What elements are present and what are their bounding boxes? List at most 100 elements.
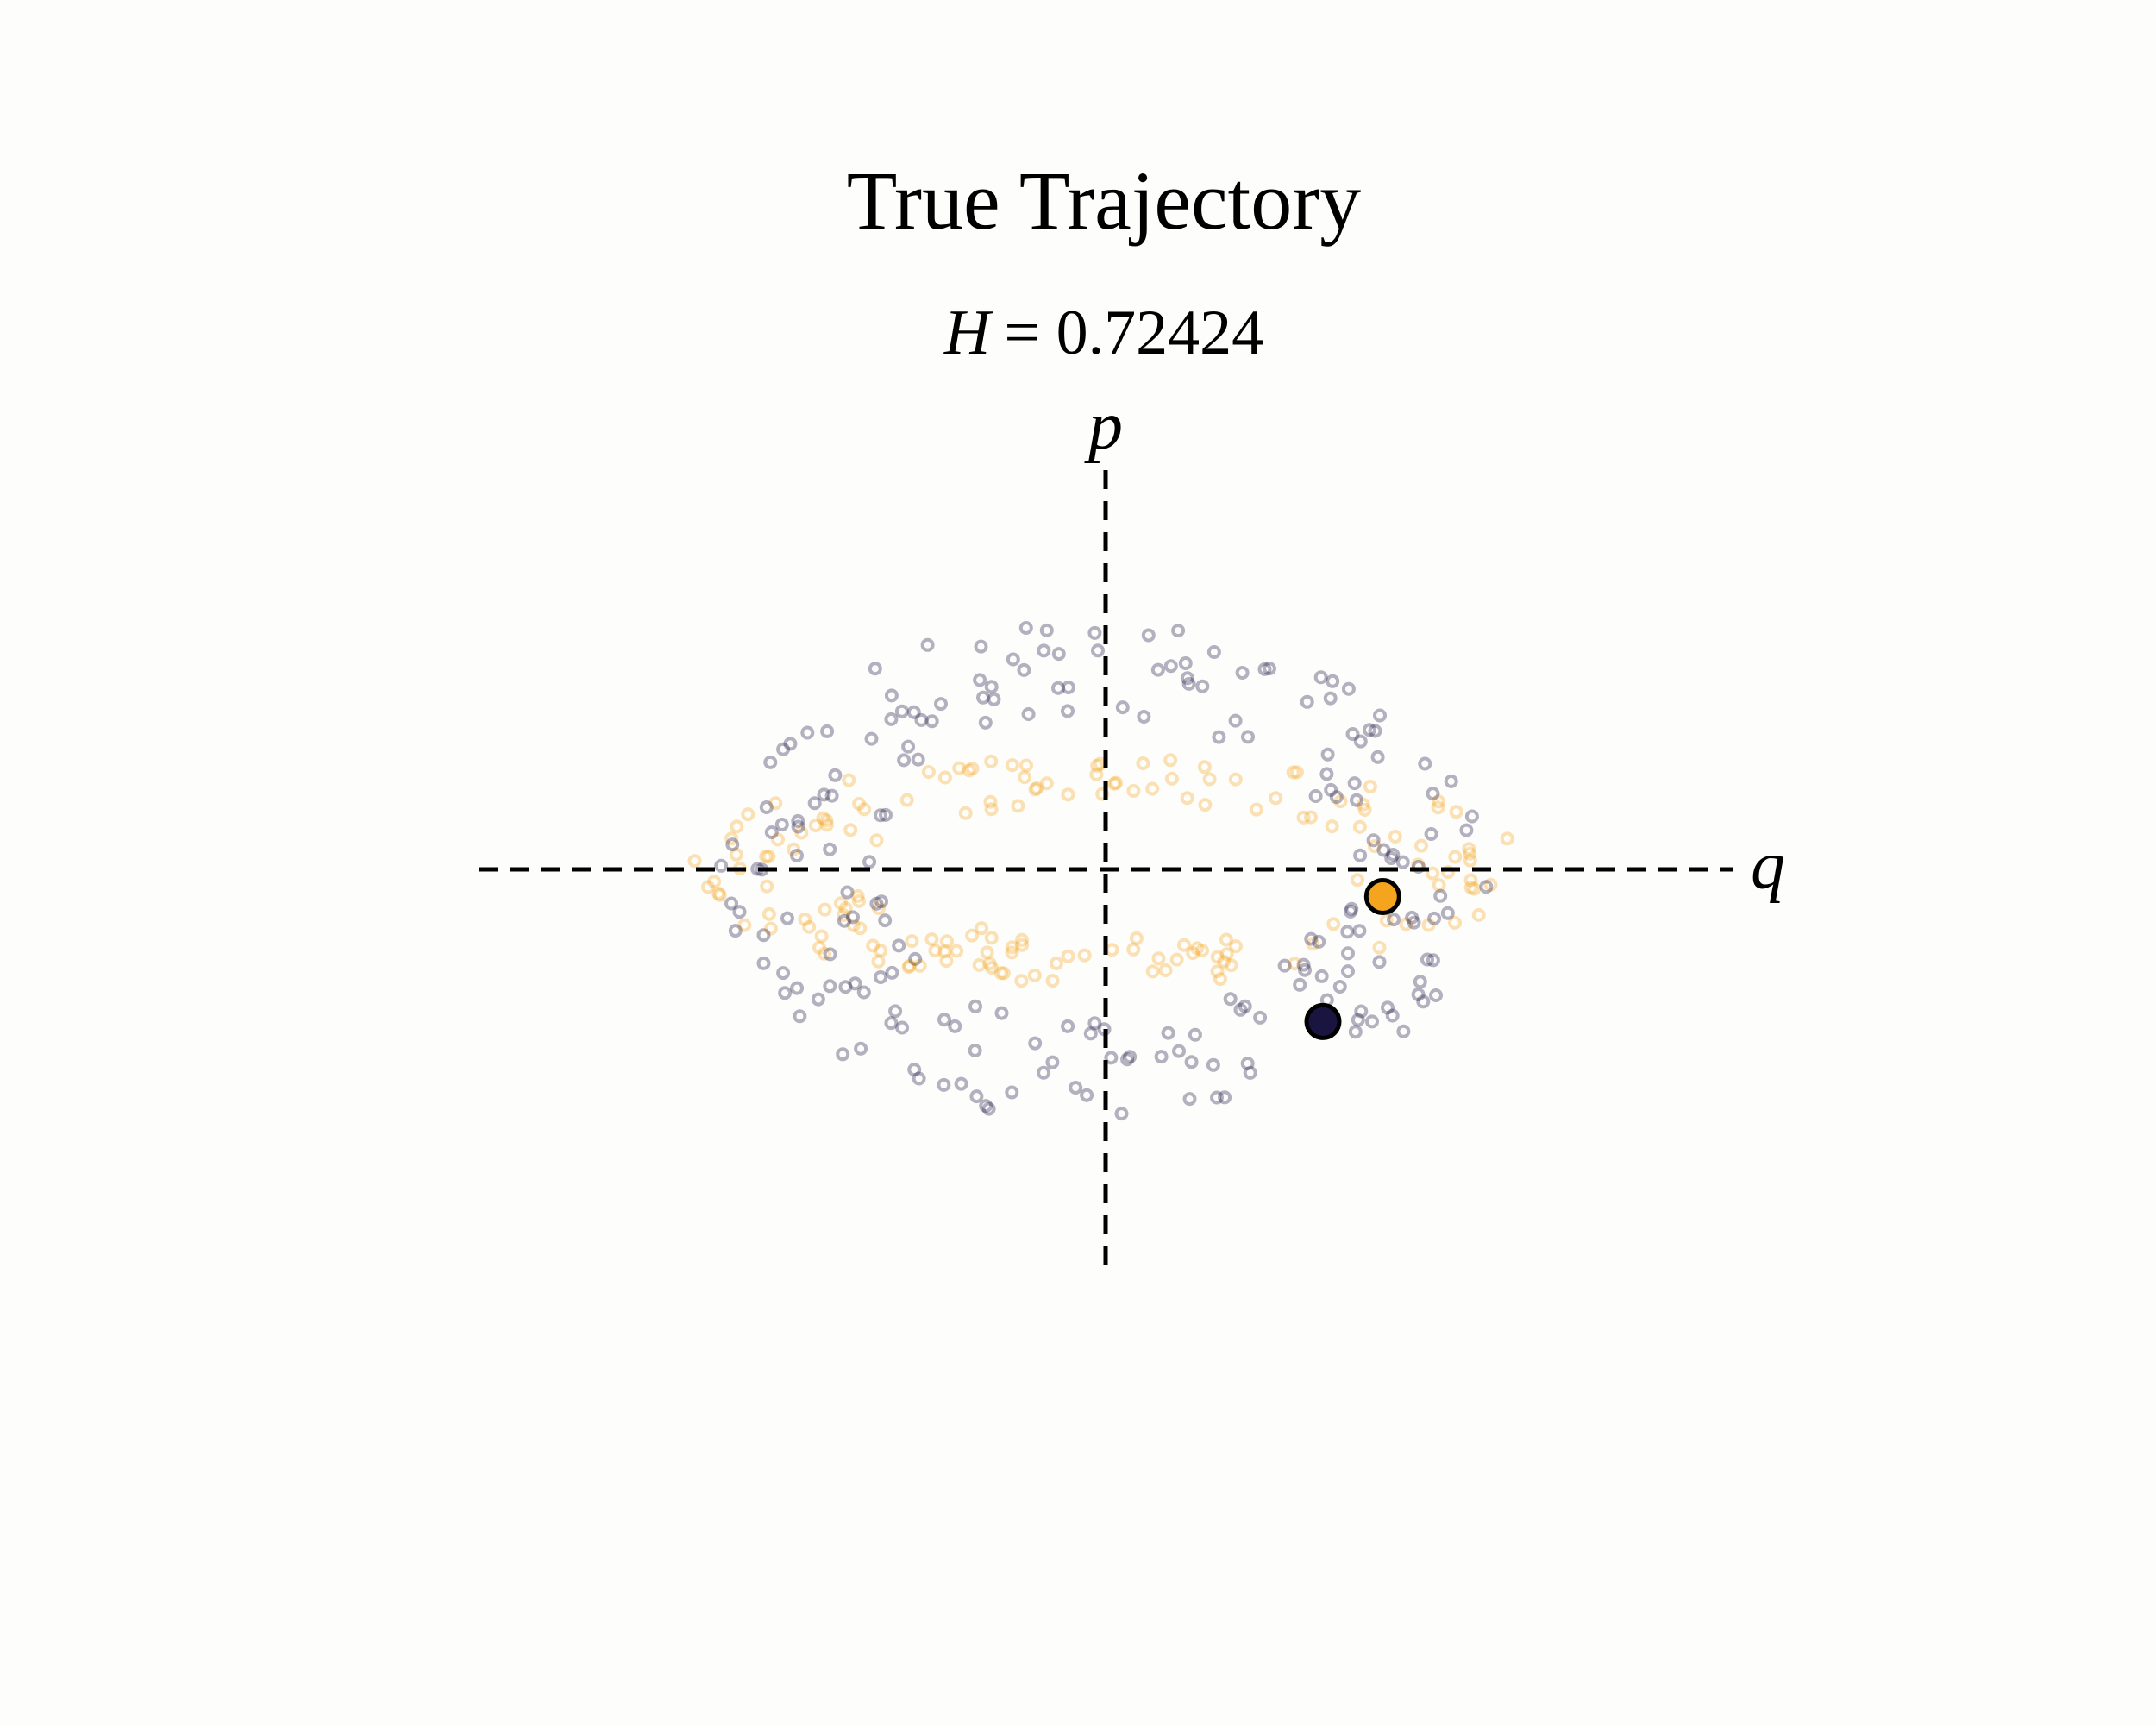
body2-trail-point [1120,1052,1135,1067]
body2-trail-point [937,1013,951,1027]
body1-trail-point [1483,877,1498,892]
body1-trail-point [1163,753,1178,768]
body2-trail-point [1366,833,1381,848]
body2-trail-point [1180,671,1194,686]
body1-trail-point [761,850,776,863]
body2-trail-point [1323,691,1338,706]
body2-trail-point [1433,888,1448,903]
body1-trail-point [1229,939,1243,954]
body2-trail-point [1228,713,1243,728]
body2-trail-point [1344,901,1359,916]
body2-trail-point [1385,1008,1400,1023]
body1-trail-point [984,931,999,945]
body1-trail-point [871,954,886,969]
body1-trail-point [1164,771,1179,786]
body2-trail-point [1240,1057,1255,1070]
body1-trail-point [1463,853,1477,868]
body1-trail-point [1005,758,1019,773]
body1-trail-point [846,918,861,932]
body2-trail-point [1313,670,1328,685]
body2-trail-point [1296,957,1311,972]
body2-trail-point [920,637,935,652]
body1-trail-point [984,802,999,817]
body2-trail-point [968,1044,982,1057]
body1-trail-point [1448,915,1462,930]
body2-trail-point [1061,1019,1075,1033]
body2-trail-point [1348,1025,1363,1039]
body2-trail-point [934,697,948,712]
body1-trail-point [852,894,866,908]
body1-trail-point [1015,932,1029,947]
body1-trail-point [1269,791,1283,806]
body2-trail-point [1028,1036,1043,1051]
body2-trail-point [908,951,923,966]
body1-trail-point [1014,974,1029,988]
body2-trail-point [817,787,831,802]
body2-trail-point [1104,1051,1119,1065]
body1-trail-point [834,896,848,911]
body1-trail-point [1379,913,1394,928]
body2-trail-point [1353,734,1368,749]
body2-trail-point [979,1099,993,1113]
body2-trail-point [725,837,740,852]
body1-trail-point [729,847,743,862]
body2-trail-point [854,1041,868,1056]
body2-trail-point [714,858,729,873]
body2-trail-point [984,680,999,694]
body1-trail-point [820,818,834,832]
body1-trail-point [952,761,967,775]
body1-trail-point [768,796,783,811]
body2-trail-point [1206,645,1221,659]
body1-trail-point [741,807,755,822]
body1-trail-point [1325,819,1339,834]
body2-trail-point [1384,851,1399,865]
body1-trail-point [1414,838,1428,853]
body1-trail-point [1351,873,1364,888]
body2-trail-point [823,979,837,994]
body2-trail-point [1341,964,1355,979]
body2-trail-point [732,905,747,919]
body2-trail-point [937,1077,951,1092]
body2-trail-point [1141,628,1156,643]
body2-trail-point [1368,724,1382,738]
body2-trail-point [884,1016,899,1031]
body1-trail-point [928,944,943,958]
body1-trail-point [802,919,817,934]
body2-trail-point [1181,676,1196,691]
body1-trail-point [1089,767,1104,781]
body2-trail-point [1426,953,1440,968]
body1-trail-point [1303,810,1318,825]
body2-trail-point [1386,848,1401,862]
body2-trail-point [838,980,853,994]
body1-trail-point [1463,881,1478,895]
body2-trail-point [1365,1014,1379,1029]
body1-trail-point [1129,931,1144,945]
body1-trail-point [1028,782,1043,797]
body2-trail-point [778,986,793,1000]
body2-trail-point [856,985,871,1000]
q-axis-label: q [1751,828,1785,904]
body1-trail-point [1388,830,1402,844]
body2-trail-point [1372,955,1387,969]
body2-trail-point [1210,1090,1224,1105]
body1-trail-point [983,794,998,809]
body2-trail-point [969,1089,984,1104]
body2-trail-point [1376,843,1391,857]
body2-trail-point [1178,656,1193,670]
body2-trail-point [1363,723,1376,737]
body2-trail-point [954,1076,968,1091]
body1-trail-point [1145,781,1160,796]
body2-trail-point [1324,782,1338,797]
body2-trail-point [1235,666,1250,680]
body2-trail-point [1464,809,1479,824]
body1-trail-point [1030,781,1044,795]
body1-trail-point [843,823,858,837]
body2-trail-point [764,825,779,839]
body2-trail-point [1387,913,1401,927]
body2-trail-point [1150,662,1165,677]
body1-trail-point [1210,950,1225,964]
body2-trail-point [1188,1027,1202,1042]
body2-trail-point [1087,1016,1102,1031]
body2-trail-point [1407,915,1421,930]
body1-trail-point [965,762,980,776]
